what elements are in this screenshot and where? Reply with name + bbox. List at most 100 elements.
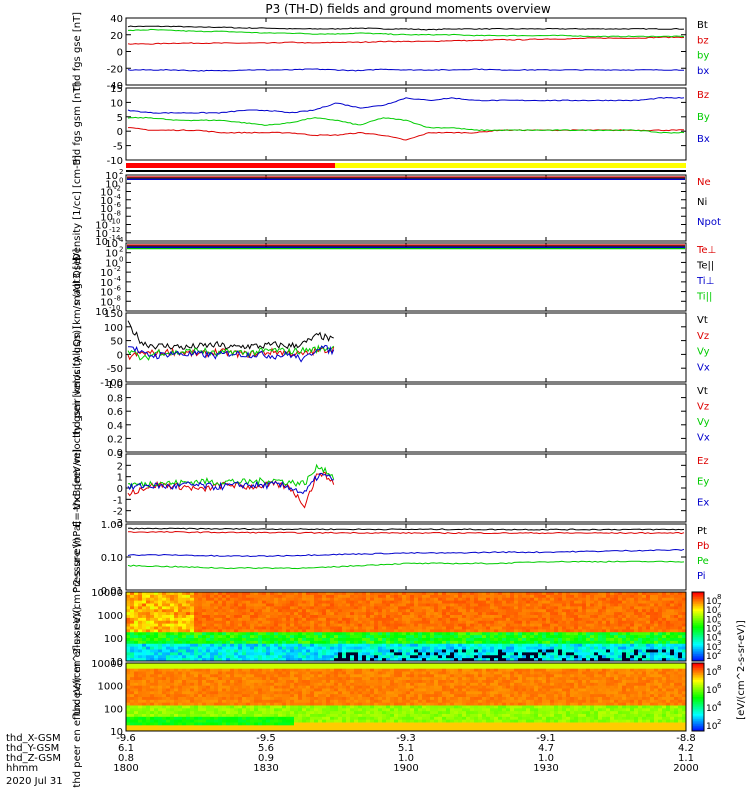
heatmap-cell: [170, 697, 175, 701]
heatmap-cell: [186, 705, 191, 709]
heatmap-cell: [282, 705, 287, 709]
heatmap-cell: [174, 635, 179, 639]
heatmap-cell: [582, 612, 587, 616]
heatmap-cell: [282, 594, 287, 599]
heatmap-cell: [450, 609, 455, 613]
heatmap-cell: [318, 688, 323, 692]
heatmap-cell: [546, 592, 551, 596]
heatmap-cell: [566, 629, 571, 633]
heatmap-cell: [194, 682, 199, 687]
heatmap-cell: [166, 626, 171, 630]
heatmap-cell: [318, 615, 323, 619]
heatmap-cell: [358, 646, 363, 650]
heatmap-cell: [462, 652, 467, 656]
heatmap-cell: [298, 626, 303, 630]
colorbar-tick-label: 10: [706, 625, 718, 635]
heatmap-cell: [518, 592, 523, 596]
heatmap-cell: [258, 671, 263, 675]
heatmap-cell: [206, 691, 211, 695]
heatmap-cell: [554, 623, 559, 627]
heatmap-cell: [250, 699, 255, 704]
heatmap-cell: [226, 682, 231, 687]
heatmap-cell: [258, 668, 263, 672]
heatmap-cell: [582, 620, 587, 625]
heatmap-cell: [630, 603, 635, 607]
heatmap-cell: [278, 697, 283, 701]
heatmap-cell: [466, 649, 471, 653]
heatmap-cell: [602, 615, 607, 619]
heatmap-cell: [270, 626, 275, 630]
heatmap-cell: [562, 623, 567, 627]
heatmap-cell: [402, 617, 407, 622]
heatmap-cell: [510, 623, 515, 627]
heatmap-cell: [566, 592, 571, 596]
heatmap-cell: [142, 722, 147, 726]
heatmap-cell: [642, 592, 647, 596]
heatmap-cell: [494, 623, 499, 627]
heatmap-cell: [430, 655, 435, 659]
heatmap-cell: [418, 617, 423, 622]
heatmap-cell: [494, 626, 499, 630]
heatmap-cell: [242, 722, 247, 726]
heatmap-cell: [250, 719, 255, 723]
heatmap-cell: [562, 640, 567, 645]
heatmap-cell: [566, 638, 571, 642]
heatmap-cell: [174, 615, 179, 619]
heatmap-cell: [454, 655, 459, 659]
heatmap-cell: [174, 617, 179, 622]
heatmap-cell: [314, 597, 319, 602]
heatmap-cell: [174, 711, 179, 715]
heatmap-cell: [158, 716, 163, 721]
heatmap-cell: [158, 694, 163, 698]
series-line-bz: [127, 36, 685, 45]
heatmap-cell: [378, 623, 383, 627]
heatmap-cell: [290, 594, 295, 599]
heatmap-cell: [262, 617, 267, 622]
heatmap-cell: [198, 685, 203, 689]
heatmap-cell: [662, 615, 667, 619]
heatmap-cell: [334, 609, 339, 613]
heatmap-cell: [354, 594, 359, 599]
heatmap-cell: [134, 638, 139, 642]
heatmap-cell: [534, 617, 539, 622]
heatmap-cell: [154, 623, 159, 627]
heatmap-cell: [426, 623, 431, 627]
heatmap-cell: [682, 635, 687, 639]
heatmap-cell: [674, 640, 679, 645]
heatmap-cell: [314, 685, 319, 689]
heatmap-cell: [382, 615, 387, 619]
heatmap-cell: [394, 646, 399, 650]
heatmap-cell: [154, 652, 159, 656]
heatmap-cell: [226, 600, 231, 604]
heatmap-cell: [478, 612, 483, 616]
heatmap-cell: [374, 600, 379, 604]
heatmap-cell: [250, 665, 255, 670]
heatmap-cell: [498, 617, 503, 622]
heatmap-cell: [186, 677, 191, 681]
heatmap-cell: [130, 668, 135, 672]
heatmap-cell: [470, 638, 475, 642]
heatmap-cell: [266, 708, 271, 712]
colorbar-swatch: [692, 652, 704, 655]
heatmap-cell: [602, 632, 607, 636]
heatmap-cell: [270, 728, 275, 732]
heatmap-cell: [406, 609, 411, 613]
heatmap-cell: [422, 652, 427, 656]
heatmap-cell: [674, 643, 679, 648]
heatmap-cell: [370, 643, 375, 648]
heatmap-cell: [586, 652, 591, 656]
heatmap-cell: [282, 702, 287, 706]
heatmap-cell: [626, 620, 631, 625]
heatmap-cell: [422, 603, 427, 607]
heatmap-cell: [650, 620, 655, 625]
heatmap-cell: [630, 623, 635, 627]
heatmap-cell: [426, 649, 431, 653]
heatmap-cell: [562, 658, 567, 662]
heatmap-cell: [294, 638, 299, 642]
heatmap-cell: [642, 640, 647, 645]
heatmap-cell: [270, 694, 275, 698]
heatmap-cell: [558, 643, 563, 648]
heatmap-cell: [434, 592, 439, 596]
heatmap-cell: [338, 646, 343, 650]
heatmap-cell: [294, 617, 299, 622]
